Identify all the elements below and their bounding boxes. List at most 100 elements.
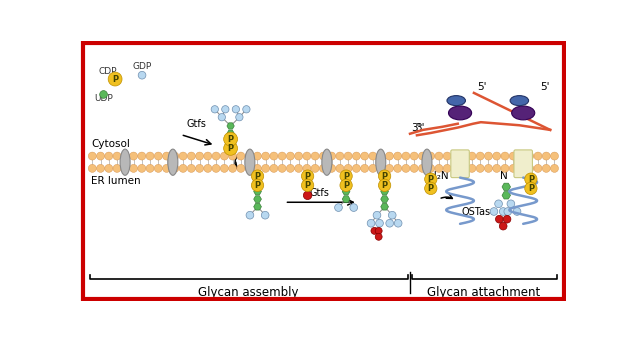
Circle shape bbox=[336, 164, 344, 172]
Circle shape bbox=[427, 152, 435, 160]
Circle shape bbox=[493, 164, 501, 172]
Polygon shape bbox=[342, 188, 350, 195]
Text: Glycan assembly: Glycan assembly bbox=[198, 286, 298, 299]
Circle shape bbox=[204, 164, 212, 172]
Circle shape bbox=[327, 164, 336, 172]
Circle shape bbox=[97, 164, 105, 172]
Circle shape bbox=[526, 164, 534, 172]
Polygon shape bbox=[227, 123, 234, 129]
Circle shape bbox=[100, 91, 107, 98]
Circle shape bbox=[336, 152, 344, 160]
Circle shape bbox=[251, 179, 264, 192]
Circle shape bbox=[460, 152, 468, 160]
Circle shape bbox=[371, 227, 378, 234]
Circle shape bbox=[278, 152, 286, 160]
Circle shape bbox=[344, 164, 352, 172]
Circle shape bbox=[394, 219, 402, 227]
Circle shape bbox=[319, 152, 327, 160]
Circle shape bbox=[88, 152, 97, 160]
Polygon shape bbox=[254, 203, 261, 210]
Circle shape bbox=[361, 164, 369, 172]
Text: Glycan attachment: Glycan attachment bbox=[427, 286, 541, 299]
Circle shape bbox=[246, 211, 254, 219]
Polygon shape bbox=[380, 196, 389, 202]
Circle shape bbox=[373, 211, 381, 219]
Circle shape bbox=[138, 71, 146, 79]
Circle shape bbox=[509, 152, 517, 160]
Circle shape bbox=[237, 164, 245, 172]
Ellipse shape bbox=[510, 96, 529, 105]
Circle shape bbox=[425, 173, 437, 185]
Circle shape bbox=[218, 114, 225, 121]
Circle shape bbox=[270, 164, 278, 172]
FancyBboxPatch shape bbox=[451, 150, 469, 178]
Circle shape bbox=[534, 152, 542, 160]
Text: P: P bbox=[382, 172, 387, 180]
Text: P: P bbox=[112, 75, 118, 83]
Circle shape bbox=[361, 152, 369, 160]
Circle shape bbox=[286, 164, 295, 172]
Ellipse shape bbox=[120, 149, 130, 175]
Text: P: P bbox=[305, 172, 310, 180]
Ellipse shape bbox=[422, 149, 432, 175]
Text: CDP: CDP bbox=[98, 67, 117, 76]
Circle shape bbox=[146, 164, 154, 172]
Circle shape bbox=[237, 152, 245, 160]
Circle shape bbox=[418, 164, 427, 172]
Circle shape bbox=[410, 152, 418, 160]
Circle shape bbox=[163, 164, 170, 172]
Circle shape bbox=[236, 114, 243, 121]
Circle shape bbox=[223, 141, 237, 155]
Circle shape bbox=[304, 191, 312, 199]
Text: 3': 3' bbox=[415, 123, 425, 134]
Circle shape bbox=[495, 215, 503, 223]
Polygon shape bbox=[227, 145, 234, 151]
Text: GDP: GDP bbox=[133, 62, 151, 71]
Circle shape bbox=[121, 164, 129, 172]
Circle shape bbox=[495, 200, 502, 208]
Circle shape bbox=[302, 170, 314, 182]
Circle shape bbox=[352, 152, 360, 160]
Circle shape bbox=[542, 152, 550, 160]
Text: Gtfs: Gtfs bbox=[309, 188, 329, 198]
Circle shape bbox=[425, 182, 437, 195]
Circle shape bbox=[443, 164, 451, 172]
Circle shape bbox=[503, 215, 511, 223]
Circle shape bbox=[105, 152, 113, 160]
Circle shape bbox=[485, 152, 492, 160]
Ellipse shape bbox=[168, 149, 178, 175]
Circle shape bbox=[302, 179, 314, 192]
Circle shape bbox=[499, 222, 507, 230]
Circle shape bbox=[501, 152, 509, 160]
Polygon shape bbox=[380, 203, 389, 210]
Circle shape bbox=[542, 164, 550, 172]
Circle shape bbox=[245, 152, 253, 160]
Polygon shape bbox=[502, 183, 510, 191]
Circle shape bbox=[435, 164, 443, 172]
Circle shape bbox=[187, 152, 196, 160]
Text: P: P bbox=[254, 181, 261, 190]
Circle shape bbox=[327, 152, 336, 160]
Circle shape bbox=[113, 152, 121, 160]
Circle shape bbox=[261, 211, 269, 219]
Circle shape bbox=[262, 152, 269, 160]
Text: P: P bbox=[228, 144, 233, 153]
Circle shape bbox=[375, 227, 382, 234]
Circle shape bbox=[525, 182, 537, 195]
Circle shape bbox=[379, 179, 391, 192]
Text: P: P bbox=[228, 135, 233, 144]
Circle shape bbox=[108, 72, 122, 86]
Circle shape bbox=[334, 204, 343, 212]
Circle shape bbox=[476, 164, 484, 172]
Circle shape bbox=[550, 152, 558, 160]
FancyBboxPatch shape bbox=[514, 150, 533, 178]
Circle shape bbox=[513, 208, 521, 215]
Text: ER lumen: ER lumen bbox=[91, 176, 141, 186]
Circle shape bbox=[286, 152, 295, 160]
Circle shape bbox=[311, 152, 319, 160]
Circle shape bbox=[155, 152, 162, 160]
Polygon shape bbox=[254, 196, 261, 202]
Text: N: N bbox=[500, 171, 508, 181]
Circle shape bbox=[254, 164, 261, 172]
Circle shape bbox=[262, 164, 269, 172]
